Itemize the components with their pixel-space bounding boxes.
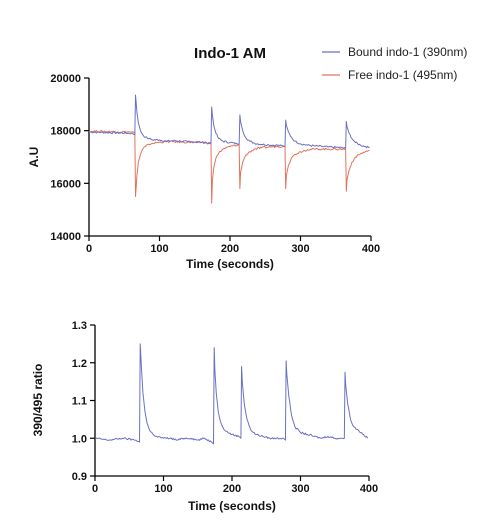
y-tick-label: 1.0: [72, 433, 87, 445]
x-tick-label: 0: [86, 243, 92, 255]
y-tick-label: 1.1: [72, 396, 87, 408]
series-line-free: [88, 129, 370, 204]
series-line-ratio: [94, 343, 369, 445]
plot-area: 0 100 200 300 400 0.9 1.0 1.1 1.2 1.3: [72, 320, 378, 495]
legend-label-free: Free indo-1 (495nm): [348, 68, 457, 82]
y-tick-label: 14000: [50, 231, 81, 243]
y-axis-title: 390/495 ratio: [31, 364, 45, 437]
y-axis-title: A.U: [27, 147, 41, 168]
x-tick-label: 200: [223, 483, 241, 495]
x-tick-label: 100: [154, 483, 172, 495]
y-tick-label: 0.9: [72, 471, 87, 483]
y-tick-label: 20000: [50, 73, 81, 85]
chart-title: Indo-1 AM: [194, 45, 266, 62]
x-tick-label: 300: [291, 243, 309, 255]
x-tick-label: 100: [150, 243, 168, 255]
y-tick-label: 1.3: [72, 320, 87, 332]
y-tick-label: 1.2: [72, 358, 87, 370]
x-axis-title: Time (seconds): [186, 257, 274, 271]
series-line-bound: [88, 94, 370, 150]
x-axis-title: Time (seconds): [188, 499, 276, 513]
x-tick-label: 400: [362, 243, 380, 255]
indo-1-am-chart: Indo-1 AM 0 100 200 300 400 14000 16000 18000 20…: [27, 45, 467, 271]
x-tick-label: 200: [221, 243, 239, 255]
plot-area: 0 100 200 300 400 14000 16000 18000 20000: [50, 73, 380, 255]
x-tick-label: 400: [360, 483, 378, 495]
y-tick-label: 18000: [50, 126, 81, 138]
x-tick-label: 0: [92, 483, 98, 495]
ratio-chart: 0 100 200 300 400 0.9 1.0 1.1 1.2 1.3 Time (secon…: [31, 320, 378, 513]
x-tick-label: 300: [291, 483, 309, 495]
y-tick-label: 16000: [50, 178, 81, 190]
legend: Bound indo-1 (390nm) Free indo-1 (495nm): [322, 45, 467, 82]
legend-label-bound: Bound indo-1 (390nm): [348, 45, 467, 59]
